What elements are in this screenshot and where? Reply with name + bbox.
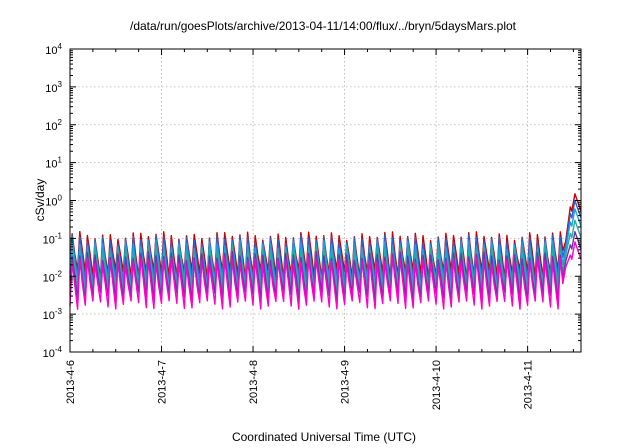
y-tick-label: 10-2 — [43, 269, 63, 284]
y-tick-label: 100 — [45, 194, 62, 209]
axis-ticks — [69, 48, 581, 353]
x-tick-label: 2013-4-10 — [431, 360, 443, 410]
y-tick-label: 10-3 — [43, 307, 63, 322]
y-tick-label: 10-4 — [43, 345, 63, 360]
chart-title: /data/run/goesPlots/archive/2013-04-11/1… — [130, 19, 517, 33]
y-tick-label: 101 — [45, 156, 62, 171]
y-tick-label: 103 — [45, 80, 62, 95]
x-tick-labels: 2013-4-6 2013-4-7 2013-4-8 2013-4-9 2013-4-1… — [65, 360, 535, 410]
x-axis-label: Coordinated Universal Time (UTC) — [232, 430, 416, 444]
x-tick-label: 2013-4-11 — [523, 360, 535, 409]
x-tick-label: 2013-4-7 — [157, 360, 169, 404]
series-lines — [69, 193, 582, 310]
y-tick-labels: 10-4 10-3 10-2 10-1 100 101 102 103 104 — [43, 42, 63, 360]
y-tick-label: 10-1 — [43, 231, 63, 246]
x-tick-label: 2013-4-6 — [65, 360, 77, 404]
x-tick-label: 2013-4-8 — [248, 360, 260, 404]
x-tick-label: 2013-4-9 — [340, 360, 352, 404]
series-line-6 — [69, 241, 582, 310]
y-axis-label: cSv/day — [33, 179, 47, 222]
y-tick-label: 102 — [45, 118, 62, 133]
y-tick-label: 104 — [45, 42, 62, 57]
